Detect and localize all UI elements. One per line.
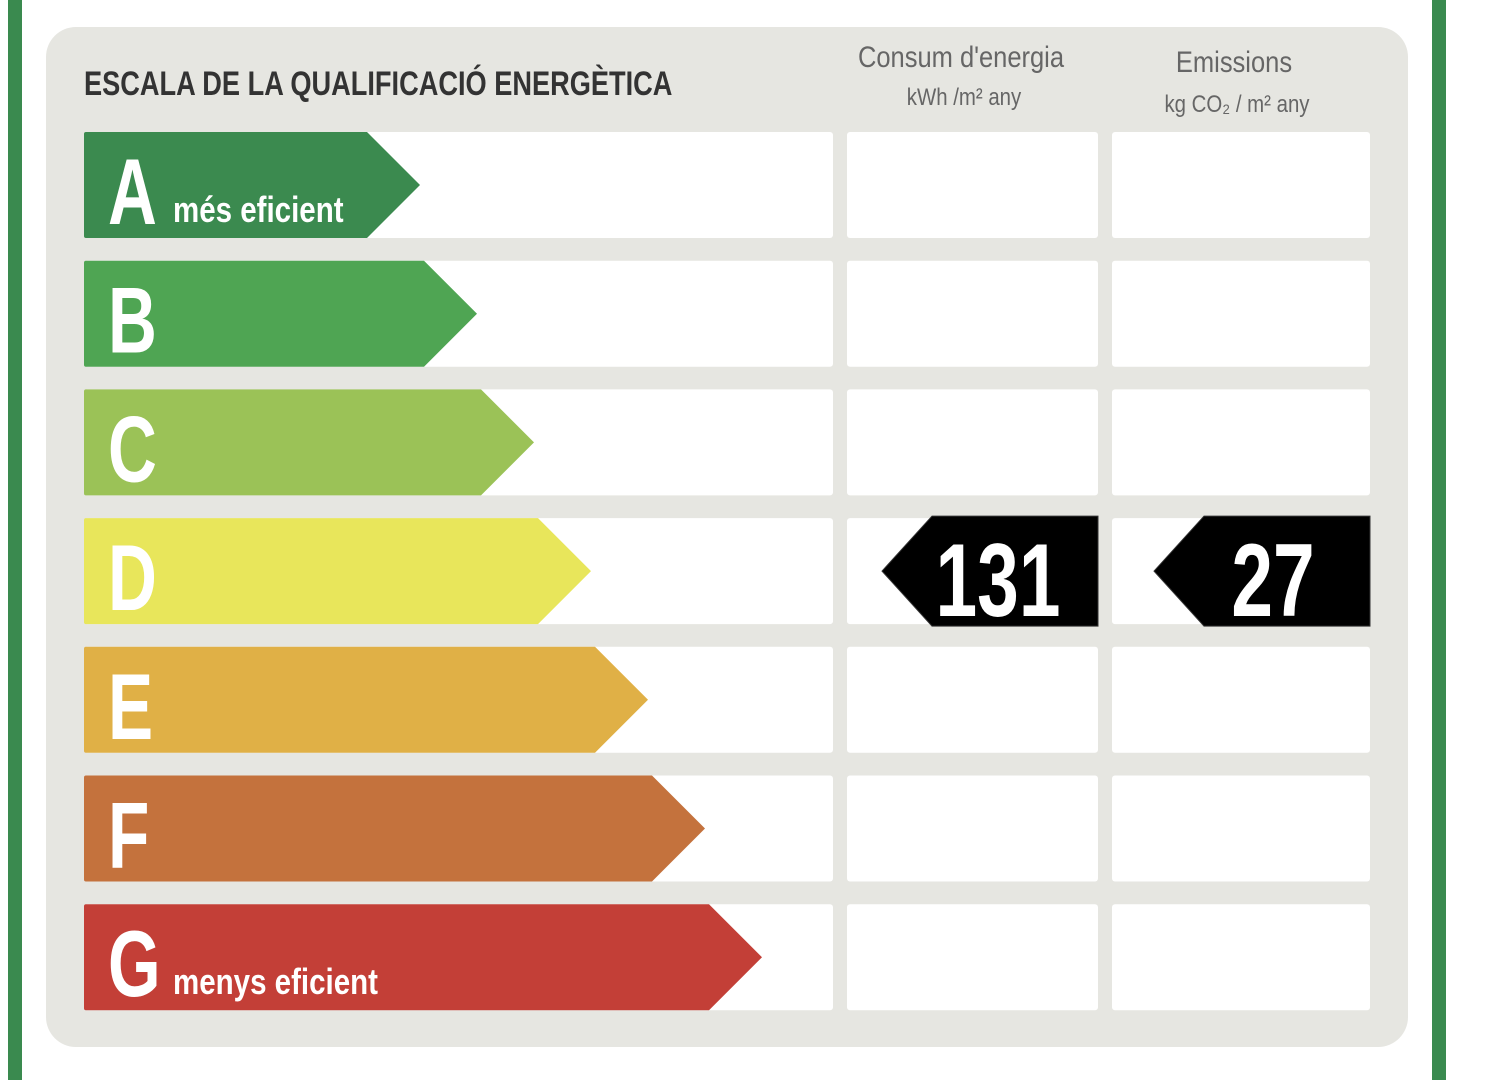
rating-letter: C xyxy=(108,398,157,502)
rating-letter: A xyxy=(108,140,157,244)
rating-arrow xyxy=(84,904,762,1011)
rating-arrow xyxy=(84,260,477,367)
rating-note: menys eficient xyxy=(173,961,378,1001)
column-unit: kg CO₂ / m² any xyxy=(1164,90,1310,117)
value-cell xyxy=(1112,904,1370,1011)
value-cell xyxy=(1112,389,1370,496)
title: ESCALA DE LA QUALIFICACIÓ ENERGÈTICA xyxy=(84,63,672,103)
rating-letter: F xyxy=(108,784,149,888)
rating-letter: G xyxy=(108,912,161,1016)
rating-arrow xyxy=(84,389,534,496)
rating-letter: D xyxy=(108,526,157,630)
value-cell xyxy=(1112,260,1370,367)
rating-letter: B xyxy=(108,269,157,373)
rating-arrow xyxy=(84,132,420,238)
column-unit: kWh /m² any xyxy=(907,83,1022,110)
value-cell xyxy=(847,904,1098,1011)
value-cell xyxy=(847,132,1098,238)
column-name: Emissions xyxy=(1176,45,1292,78)
rating-arrow xyxy=(84,518,591,625)
value-cell xyxy=(847,646,1098,753)
value-text: 131 xyxy=(936,523,1061,639)
column-name: Consum d'energia xyxy=(858,40,1065,73)
border-left xyxy=(8,0,22,1080)
value-cell xyxy=(847,389,1098,496)
value-text: 27 xyxy=(1231,523,1314,639)
rating-letter: E xyxy=(108,655,153,759)
rating-arrow xyxy=(84,646,648,753)
rating-arrow xyxy=(84,775,705,882)
value-tag xyxy=(1153,515,1371,627)
value-cell xyxy=(1112,775,1370,882)
border-right xyxy=(1432,0,1446,1080)
value-tag xyxy=(881,515,1099,627)
value-cell xyxy=(847,775,1098,882)
value-cell xyxy=(1112,132,1370,238)
value-cell xyxy=(847,260,1098,367)
value-cell xyxy=(1112,646,1370,753)
rating-note: més eficient xyxy=(173,189,344,229)
